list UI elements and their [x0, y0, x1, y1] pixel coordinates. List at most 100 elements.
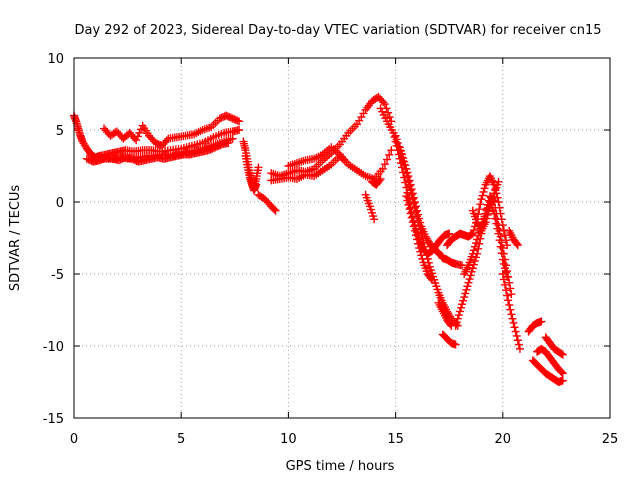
- data-point: [506, 305, 515, 314]
- data-point: [477, 195, 486, 204]
- data-point: [467, 230, 476, 239]
- data-point: [464, 278, 473, 287]
- data-point: [393, 138, 402, 147]
- data-point: [495, 236, 504, 245]
- data-point: [403, 196, 412, 205]
- data-point: [418, 254, 427, 263]
- data-point: [408, 218, 417, 227]
- x-tick-label: 15: [387, 432, 404, 447]
- data-point: [472, 239, 480, 248]
- data-point: [490, 209, 499, 218]
- data-point: [135, 128, 144, 137]
- data-point: [461, 289, 470, 298]
- data-point: [410, 226, 419, 235]
- data-point: [484, 207, 493, 216]
- data-point: [385, 150, 394, 159]
- data-point: [469, 260, 478, 269]
- data-point: [500, 264, 509, 273]
- data-point: [453, 314, 462, 323]
- data-point: [396, 146, 405, 155]
- y-axis-label: SDTVAR / TECUs: [8, 185, 23, 292]
- data-point: [470, 257, 479, 266]
- series-c5: [368, 174, 385, 189]
- data-point: [455, 307, 464, 316]
- data-point: [413, 206, 422, 215]
- data-point: [505, 278, 514, 287]
- data-point: [235, 117, 244, 126]
- data-point: [473, 235, 482, 244]
- tick-labels: 0 5 10 15 20 25 -15 -10 -5 0 5 10: [43, 52, 619, 447]
- data-point: [478, 191, 487, 200]
- series-e4: [468, 177, 503, 235]
- data-point: [465, 275, 474, 284]
- series-d5: [434, 298, 456, 330]
- data-point: [445, 229, 454, 238]
- data-point: [417, 251, 426, 260]
- data-point: [488, 196, 497, 205]
- series-f1: [498, 270, 524, 353]
- data-point: [344, 160, 353, 169]
- data-point: [503, 241, 512, 250]
- data-point: [451, 321, 460, 330]
- data-point: [413, 235, 422, 244]
- y-tick-label: 10: [47, 52, 64, 67]
- data-point: [510, 323, 519, 332]
- x-tick-label: 10: [280, 432, 297, 447]
- series-a3: [100, 111, 244, 150]
- data-point: [380, 100, 389, 109]
- y-tick-label: -15: [43, 412, 64, 427]
- data-point: [414, 210, 423, 219]
- data-point: [428, 275, 437, 284]
- data-point: [502, 286, 511, 295]
- data-point: [493, 224, 502, 233]
- data-point: [406, 180, 415, 189]
- data-point: [468, 249, 477, 258]
- data-point: [407, 213, 416, 222]
- data-point: [466, 271, 475, 280]
- data-point: [415, 244, 424, 253]
- data-point: [482, 214, 491, 223]
- data-point: [498, 270, 507, 278]
- data-point: [470, 242, 479, 251]
- data-point: [404, 172, 413, 181]
- data-point: [558, 369, 567, 378]
- data-point: [233, 116, 242, 125]
- x-tick-label: 20: [495, 432, 512, 447]
- data-point: [558, 350, 567, 359]
- data-point: [454, 311, 463, 320]
- data-point: [468, 264, 477, 273]
- x-tick-label: 5: [177, 432, 185, 447]
- data-point: [132, 136, 141, 145]
- series-f5: [524, 317, 546, 336]
- data-point: [411, 202, 420, 211]
- data-point: [509, 318, 518, 327]
- data-point: [402, 164, 411, 173]
- data-point: [462, 285, 471, 294]
- data-point: [515, 344, 524, 353]
- data-point: [398, 150, 407, 159]
- data-point: [403, 168, 412, 177]
- data-point: [480, 184, 489, 193]
- data-point: [485, 203, 494, 212]
- data-point: [458, 300, 467, 309]
- data-point: [406, 209, 415, 218]
- data-point: [254, 163, 263, 172]
- data-point: [456, 303, 465, 312]
- data-point: [469, 226, 478, 235]
- data-point: [474, 231, 483, 240]
- data-point: [459, 296, 468, 305]
- data-point: [420, 242, 429, 251]
- data-point: [380, 160, 389, 169]
- data-point: [489, 192, 498, 201]
- data-point: [395, 143, 404, 152]
- data-point: [460, 293, 469, 302]
- data-point: [503, 291, 512, 300]
- data-point: [384, 108, 393, 117]
- data-point: [558, 376, 567, 385]
- data-point: [392, 135, 401, 144]
- data-point: [513, 336, 522, 345]
- data-point: [500, 280, 509, 289]
- data-point: [496, 242, 505, 251]
